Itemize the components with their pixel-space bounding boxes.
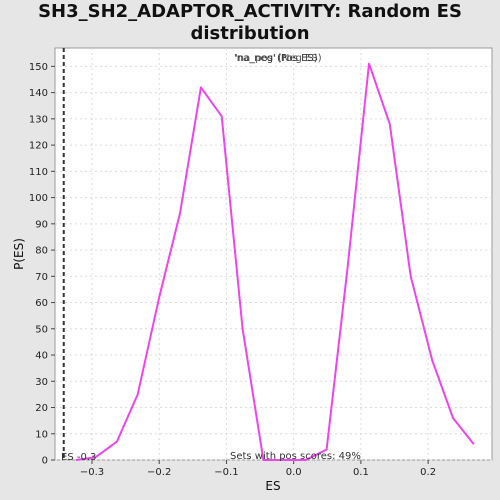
y-tick-label: 80 [35, 246, 48, 257]
y-tick-label: 10 [35, 429, 48, 440]
y-axis-label: P(ES) [12, 238, 26, 270]
x-tick-label: −0.3 [80, 467, 104, 478]
y-tick-label: 140 [29, 88, 48, 99]
x-axis-label: ES [265, 479, 280, 493]
plot-area [55, 48, 492, 460]
y-tick-label: 40 [35, 351, 48, 362]
x-tick-label: −0.1 [214, 467, 238, 478]
y-tick-label: 90 [35, 219, 48, 230]
y-tick-label: 60 [35, 298, 48, 309]
es-marker-label: ES -0.3 [61, 452, 96, 463]
y-tick-label: 30 [35, 377, 48, 388]
x-tick-label: 0.2 [420, 467, 436, 478]
y-tick-label: 110 [29, 167, 48, 178]
y-tick-label: 150 [29, 62, 48, 73]
y-tick-label: 120 [29, 141, 48, 152]
x-tick-label: 0.1 [353, 467, 369, 478]
y-tick-label: 50 [35, 324, 48, 335]
y-tick-label: 70 [35, 272, 48, 283]
x-tick-label: −0.2 [147, 467, 171, 478]
x-tick-label: 0.0 [286, 467, 302, 478]
legend-label-na-pos: 'na_pos' [235, 53, 276, 64]
footnote: Sets with pos scores: 49% [230, 451, 361, 462]
y-tick-label: 130 [29, 114, 48, 125]
legend-label-neg-es: (Neg ES) [278, 53, 322, 64]
y-tick-label: 0 [42, 456, 48, 467]
legend: 'na_neg' (Pos ES) 'na_pos' (Neg ES) [234, 53, 322, 64]
y-tick-label: 20 [35, 403, 48, 414]
y-tick-label: 100 [29, 193, 48, 204]
